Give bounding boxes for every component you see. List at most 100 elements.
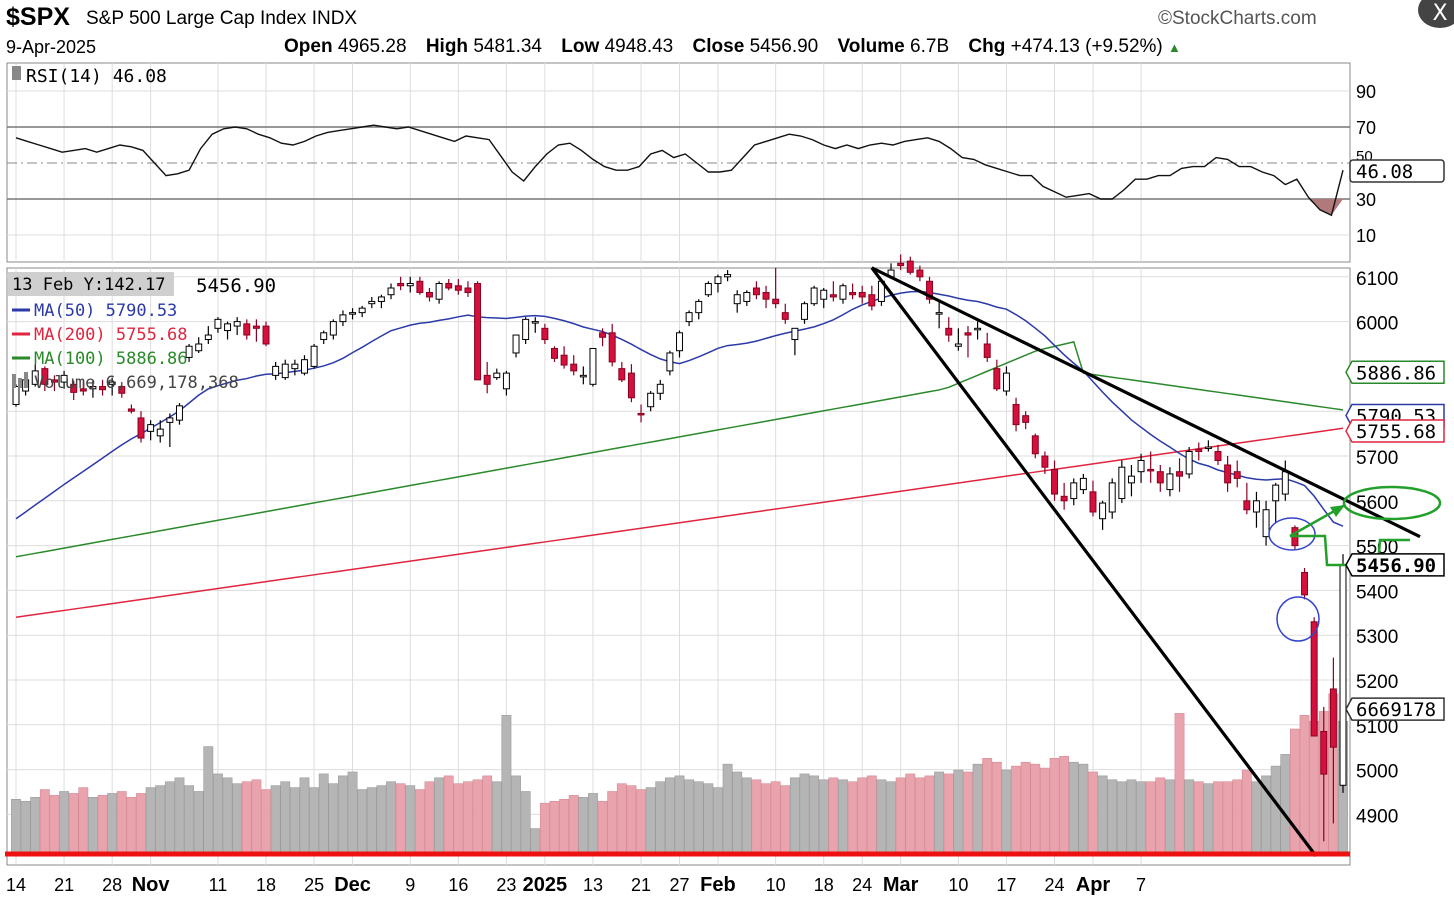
volume-bar — [838, 779, 848, 853]
volume-bar — [1030, 763, 1041, 853]
volume-bar — [232, 783, 243, 853]
legend-last-price: 5456.90 — [196, 275, 276, 297]
open-label: Open — [284, 36, 333, 57]
candle-body — [300, 359, 308, 374]
price-tick-label: 5400 — [1356, 582, 1398, 603]
legend-item: MA(50) 5790.53 — [34, 301, 177, 321]
volume-bar — [270, 785, 281, 853]
volume-bar — [424, 781, 435, 853]
volume-bar — [943, 773, 954, 853]
volume-bar — [924, 775, 935, 853]
x-tick-label: 13 — [583, 875, 603, 895]
volume-bar — [1174, 713, 1185, 853]
candle-body — [89, 386, 97, 390]
volume-bar — [1203, 783, 1214, 853]
candle-body — [1022, 415, 1030, 423]
volume-bar — [520, 791, 531, 853]
volume-bar — [1164, 779, 1175, 853]
candle-body — [1108, 482, 1116, 513]
candle-body — [656, 383, 664, 394]
volume-bar — [597, 800, 608, 853]
rsi-oversold-fill — [1296, 199, 1343, 216]
candle-body — [781, 312, 789, 320]
volume-bar — [809, 775, 820, 853]
index-name: S&P 500 Large Cap Index INDX — [86, 8, 357, 30]
volume-bar — [88, 797, 98, 853]
volume-bar — [11, 799, 21, 853]
candle-body — [108, 381, 116, 385]
volume-bar — [914, 777, 925, 853]
x-tick-label: Nov — [132, 874, 171, 896]
candle-body — [1310, 621, 1318, 737]
change-value: +474.13 (+9.52%) — [1010, 36, 1163, 57]
price-tag-label: 5456.90 — [1356, 555, 1436, 577]
candle-body — [849, 291, 857, 296]
volume-bar — [39, 789, 50, 853]
candle-body — [214, 318, 222, 329]
legend-header-bg — [8, 272, 174, 296]
x-tick-label: 9 — [405, 875, 415, 895]
candle-body — [551, 347, 558, 359]
candle-body — [637, 412, 645, 416]
volume-bar — [664, 777, 675, 853]
candle-body — [387, 287, 395, 296]
candle-body — [1281, 471, 1289, 495]
candle-body — [1070, 482, 1078, 500]
candle-body — [974, 327, 982, 331]
rsi-tick-label: 30 — [1356, 190, 1376, 210]
volume-bar — [530, 828, 541, 853]
candle-body — [310, 345, 318, 367]
rsi-value-tag-box — [1349, 159, 1445, 183]
x-tick-label: 24 — [1045, 875, 1065, 895]
index-full-name: S&P 500 Large Cap Index — [86, 8, 307, 29]
volume-bar — [395, 783, 406, 853]
candle-body — [1339, 564, 1347, 786]
candle-body — [935, 312, 943, 315]
volume-bar — [549, 800, 560, 853]
volume-bar — [501, 715, 512, 853]
candle-body — [31, 370, 39, 385]
candle-body — [762, 291, 770, 300]
candle-body — [474, 283, 482, 381]
candle-body — [118, 386, 126, 394]
candle-body — [41, 368, 49, 385]
volume-bar — [280, 781, 291, 853]
candle-body — [1166, 473, 1174, 491]
volume-bar — [703, 783, 714, 853]
candle-body — [12, 386, 20, 405]
volume-bar — [1299, 715, 1310, 853]
price-tick-label: 4900 — [1356, 806, 1398, 827]
volume-bar — [1020, 761, 1031, 853]
candle-body — [1272, 484, 1280, 502]
candle-body — [608, 332, 616, 363]
volume-bar — [482, 775, 493, 853]
volume-bar — [1155, 777, 1166, 853]
volume-bar — [1309, 720, 1320, 853]
candle-body — [349, 312, 357, 315]
upper-trendline — [871, 266, 1421, 539]
volume-bar — [97, 795, 108, 853]
volume-bar — [116, 791, 127, 853]
volume-bar — [136, 793, 146, 853]
candle-body — [695, 300, 703, 314]
volume-bar — [684, 779, 695, 853]
price-tag-label: 5755.68 — [1356, 421, 1436, 443]
volume-bar — [847, 781, 858, 853]
legend-swatch — [12, 374, 16, 388]
x-tick-label: 7 — [1136, 875, 1146, 895]
candle-body — [493, 372, 501, 379]
candle-body — [704, 283, 712, 296]
x-tick-label: 27 — [669, 875, 689, 895]
candle-body — [99, 386, 107, 391]
brand-label: ©StockCharts.com — [1158, 8, 1317, 29]
volume-bar — [645, 787, 656, 853]
candle-body — [1079, 477, 1087, 491]
price-tick-label: 5600 — [1356, 493, 1398, 514]
high-value: 5481.34 — [473, 36, 542, 57]
volume-bar — [741, 777, 752, 853]
candle-body — [1089, 491, 1097, 513]
ma200-line — [15, 427, 1344, 619]
candle-body — [233, 321, 241, 327]
volume-bar — [876, 779, 887, 853]
